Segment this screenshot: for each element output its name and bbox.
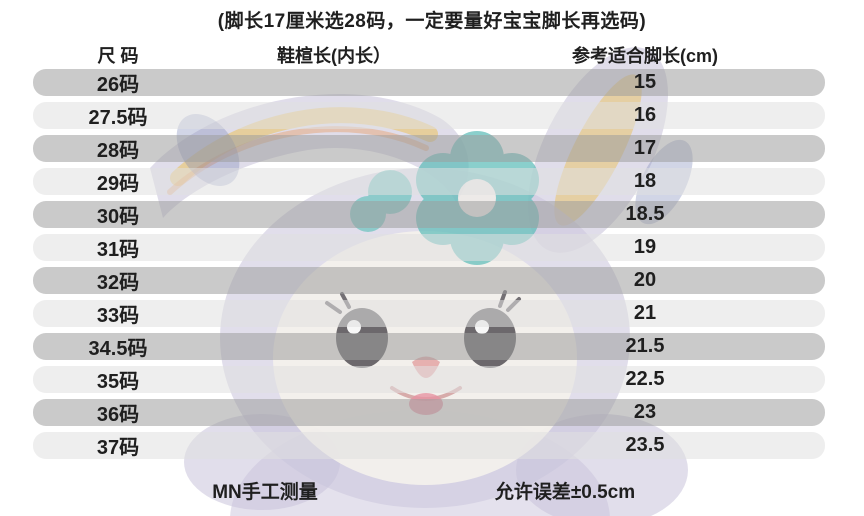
table-row: 33码 21 bbox=[33, 300, 825, 327]
foot-length-cell: 15 bbox=[633, 71, 657, 93]
size-cell: 37码 bbox=[96, 437, 140, 459]
foot-length-cell: 21.5 bbox=[625, 335, 665, 357]
table-row: 30码 18.5 bbox=[33, 201, 825, 228]
tolerance-note: 允许误差±0.5cm bbox=[494, 482, 636, 503]
table-row: 27.5码 16 bbox=[33, 102, 825, 129]
measure-note: MN手工测量 bbox=[212, 482, 318, 503]
page-title: (脚长17厘米选28码，一定要量好宝宝脚长再选码) bbox=[217, 11, 647, 32]
foot-length-cell: 23.5 bbox=[625, 434, 665, 456]
foot-length-cell: 18.5 bbox=[625, 203, 665, 225]
size-cell: 29码 bbox=[96, 173, 140, 195]
size-cell: 30码 bbox=[96, 206, 140, 228]
table-row: 32码 20 bbox=[33, 267, 825, 294]
size-cell: 36码 bbox=[96, 404, 140, 426]
footer-notes: MN手工测量 允许误差±0.5cm bbox=[0, 477, 864, 505]
table-row: 35码 22.5 bbox=[33, 366, 825, 393]
size-cell: 34.5码 bbox=[88, 338, 148, 360]
size-cell: 33码 bbox=[96, 305, 140, 327]
size-cell: 28码 bbox=[96, 140, 140, 162]
foot-length-cell: 22.5 bbox=[625, 368, 665, 390]
table-row: 29码 18 bbox=[33, 168, 825, 195]
table-row: 34.5码 21.5 bbox=[33, 333, 825, 360]
foot-length-cell: 21 bbox=[633, 302, 657, 324]
foot-length-cell: 19 bbox=[633, 236, 657, 258]
header-size: 尺 码 bbox=[97, 46, 139, 66]
foot-length-cell: 23 bbox=[633, 401, 657, 423]
table-row: 37码 23.5 bbox=[33, 432, 825, 459]
table-row: 31码 19 bbox=[33, 234, 825, 261]
size-cell: 35码 bbox=[96, 371, 140, 393]
size-cell: 31码 bbox=[96, 239, 140, 261]
foot-length-cell: 16 bbox=[633, 104, 657, 126]
header-last-length: 鞋楦长(内长） bbox=[277, 46, 391, 66]
table-row: 28码 17 bbox=[33, 135, 825, 162]
header-foot-length: 参考适合脚长(cm) bbox=[571, 46, 718, 66]
table-row: 26码 15 bbox=[33, 69, 825, 96]
size-cell: 26码 bbox=[96, 74, 140, 96]
table-row: 36码 23 bbox=[33, 399, 825, 426]
size-table-body: 26码 15 27.5码 16 28码 17 29码 18 30码 18.5 3… bbox=[33, 69, 825, 465]
table-header-row: 尺 码 鞋楦长(内长） 参考适合脚长(cm) bbox=[33, 42, 825, 68]
foot-length-cell: 17 bbox=[633, 137, 657, 159]
size-cell: 32码 bbox=[96, 272, 140, 294]
size-cell: 27.5码 bbox=[88, 107, 148, 129]
foot-length-cell: 18 bbox=[633, 170, 657, 192]
foot-length-cell: 20 bbox=[633, 269, 657, 291]
